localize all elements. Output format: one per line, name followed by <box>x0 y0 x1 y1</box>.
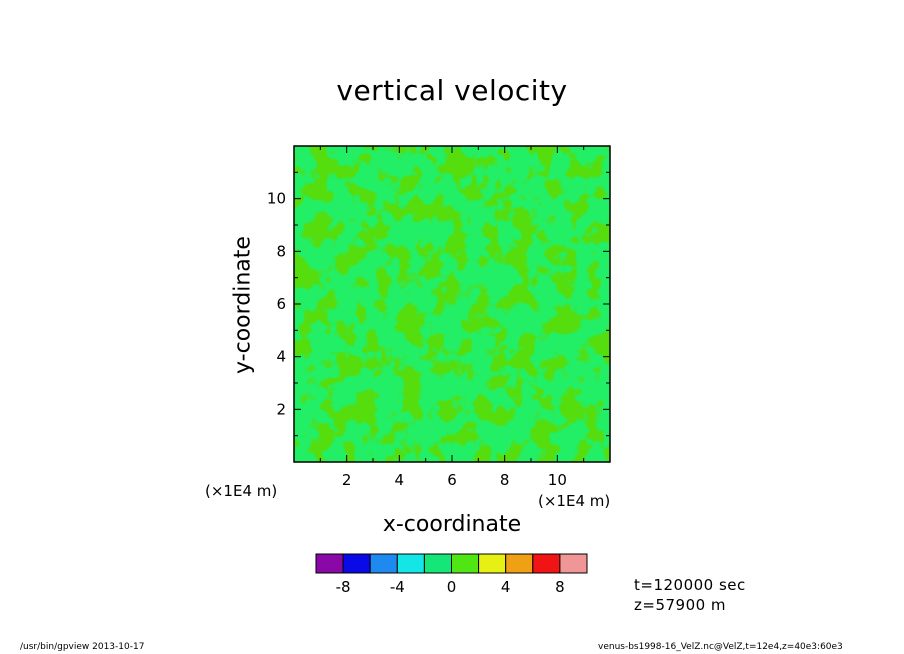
colorbar: -8 -4 0 4 8 <box>315 553 588 596</box>
colorbar-tick-label: 0 <box>447 578 457 596</box>
y-axis-multiplier: (×1E4 m) <box>205 482 278 500</box>
y-tick-label: 2 <box>276 400 286 418</box>
heatmap-field <box>294 146 610 462</box>
colorbar-swatch <box>532 553 561 574</box>
colorbar-swatch <box>559 553 588 574</box>
colorbar-swatch <box>396 553 425 574</box>
x-tick-label: 10 <box>548 471 567 489</box>
colorbar-swatch <box>342 553 371 574</box>
colorbar-swatch <box>315 553 344 574</box>
colorbar-swatch <box>423 553 452 574</box>
colorbar-swatch <box>369 553 398 574</box>
x-tick-label: 6 <box>447 471 457 489</box>
height-label: z=57900 m <box>634 596 727 614</box>
y-tick-label: 4 <box>276 348 286 366</box>
colorbar-tick-label: 4 <box>501 578 511 596</box>
colorbar-tick-label: 8 <box>555 578 565 596</box>
footer-left: /usr/bin/gpview 2013-10-17 <box>20 642 145 652</box>
y-axis-label: y-coordinate <box>230 236 256 374</box>
y-axis-ticks: 2 4 6 8 10 <box>267 171 610 437</box>
time-label: t=120000 sec <box>634 576 746 594</box>
colorbar-tick-label: -8 <box>336 578 351 596</box>
x-axis-multiplier: (×1E4 m) <box>538 492 611 510</box>
chart-title: vertical velocity <box>336 74 568 107</box>
x-axis-ticks: 2 4 6 8 10 <box>319 146 585 489</box>
x-tick-label: 4 <box>395 471 405 489</box>
x-tick-label: 8 <box>500 471 510 489</box>
y-tick-label: 10 <box>267 190 286 208</box>
colorbar-swatch <box>451 553 480 574</box>
heatmap-pattern <box>294 146 610 462</box>
footer-right: venus-bs1998-16_VelZ.nc@VelZ,t=12e4,z=40… <box>598 642 843 652</box>
colorbar-tick-label: -4 <box>390 578 405 596</box>
colorbar-swatch <box>478 553 507 574</box>
y-tick-label: 6 <box>276 295 286 313</box>
y-tick-label: 8 <box>276 242 286 260</box>
colorbar-swatch <box>505 553 534 574</box>
x-tick-label: 2 <box>342 471 352 489</box>
x-axis-label: x-coordinate <box>382 512 522 537</box>
